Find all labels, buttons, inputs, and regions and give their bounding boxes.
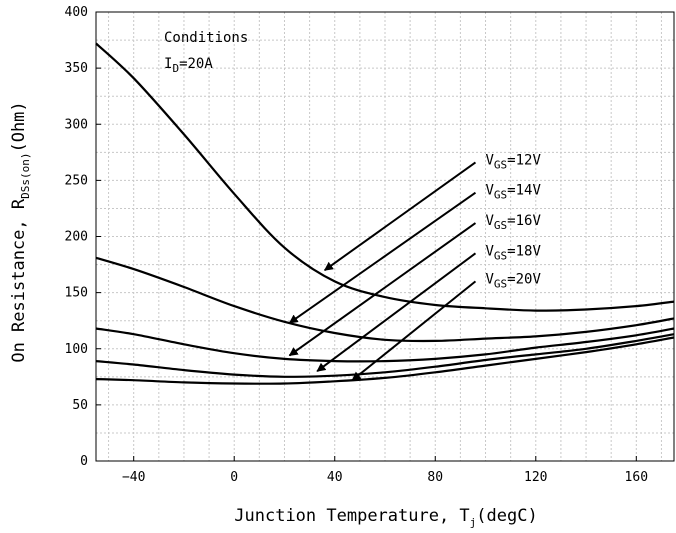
conditions-current: ID=20A — [164, 56, 213, 75]
series-label-5: VGS=20V — [485, 271, 541, 290]
x-tick-label: −40 — [122, 470, 145, 485]
grid — [96, 12, 674, 461]
x-tick-label: 0 — [230, 470, 238, 485]
x-axis-title-main: Junction Temperature, T — [234, 506, 469, 526]
conditions-current-main: I — [164, 56, 172, 72]
conditions-title: Conditions — [164, 30, 248, 46]
x-tick-label: 40 — [327, 470, 343, 485]
y-tick-label: 200 — [65, 230, 88, 245]
x-tick-label: 80 — [427, 470, 443, 485]
y-tick-label: 350 — [65, 61, 88, 76]
conditions-current-tail: =20A — [179, 56, 213, 72]
x-axis-title: Junction Temperature, Tj(degC) — [234, 506, 537, 529]
y-tick-label: 250 — [65, 173, 88, 188]
y-tick-label: 400 — [65, 5, 88, 20]
y-axis-title-tail: (Ohm) — [9, 101, 29, 152]
series-label-1: VGS=12V — [485, 152, 541, 171]
series-arrow-3 — [290, 223, 476, 355]
y-axis-title: On Resistance, RDSs(on)(Ohm) — [9, 101, 32, 362]
y-tick-label: 300 — [65, 117, 88, 132]
y-tick-label: 150 — [65, 286, 88, 301]
y-tick-label: 50 — [72, 398, 88, 413]
x-tick-label: 120 — [524, 470, 547, 485]
y-axis-title-sub: DSs(on) — [19, 153, 32, 199]
x-axis-title-tail: (degC) — [476, 506, 537, 526]
y-tick-label: 0 — [80, 454, 88, 469]
series-label-3: VGS=16V — [485, 213, 541, 232]
series-label-group: VGS=12V VGS=14V VGS=16V VGS=18V VGS=20V — [485, 152, 541, 290]
series-label-2: VGS=14V — [485, 183, 541, 202]
series-label-4: VGS=18V — [485, 243, 541, 262]
series-arrow-4 — [317, 253, 475, 371]
series-arrow-1 — [325, 162, 476, 270]
x-axis-title-sub: j — [470, 516, 477, 529]
y-axis-title-main: On Resistance, R — [9, 198, 29, 363]
conditions-current-sub: D — [172, 62, 179, 75]
x-tick-label: 160 — [625, 470, 648, 485]
y-tick-label: 100 — [65, 342, 88, 357]
